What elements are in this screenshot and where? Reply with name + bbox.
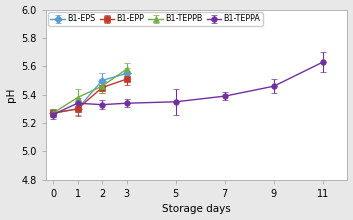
X-axis label: Storage days: Storage days [162, 204, 231, 214]
Legend: B1-EPS, B1-EPP, B1-TEPPB, B1-TEPPA: B1-EPS, B1-EPP, B1-TEPPB, B1-TEPPA [48, 12, 263, 26]
Y-axis label: pH: pH [6, 88, 16, 102]
